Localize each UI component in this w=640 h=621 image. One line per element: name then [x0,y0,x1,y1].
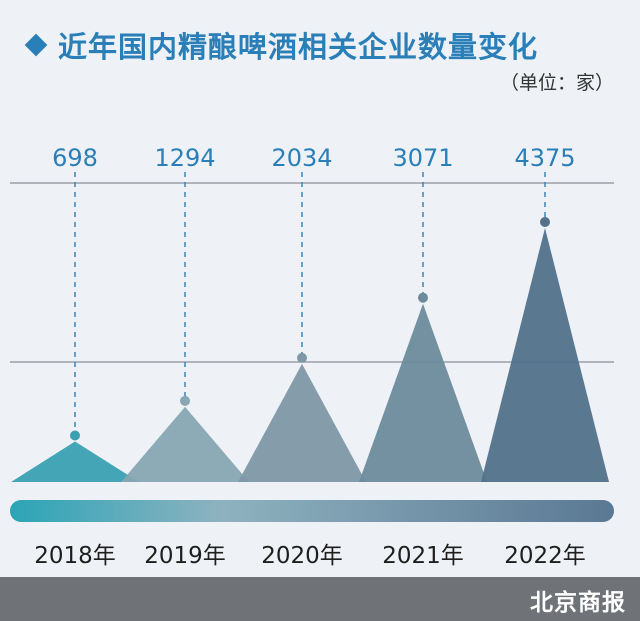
value-label: 4375 [514,144,575,172]
footer-bar: 北京商报 [0,577,640,621]
peak-dot [540,217,550,227]
data-peak [238,363,366,482]
data-peak [121,406,249,482]
category-label: 2020年 [261,543,343,569]
chart-area: 698 2018年 1294 2019年 2034 2020年 3071 2021年 4375 2… [10,144,614,569]
data-peak [481,228,609,482]
category-label: 2018年 [34,543,116,569]
data-peak [11,441,139,482]
unit-label: （单位：家） [499,72,614,94]
value-label: 2034 [271,144,332,172]
value-label: 698 [52,144,98,172]
category-label: 2019年 [144,543,226,569]
peak-dot [180,395,190,406]
value-label: 1294 [154,144,215,172]
title-block: 近年国内精酿啤酒相关企业数量变化 [24,24,539,66]
chart-title: 近年国内精酿啤酒相关企业数量变化 [58,30,539,64]
data-peak [359,303,487,482]
baseline-bar [10,500,614,522]
peak-dot [70,430,80,441]
peak-dot [418,292,428,303]
value-label: 3071 [392,144,453,172]
publisher-logo-text: 北京商报 [530,590,626,616]
category-label: 2022年 [504,543,586,569]
category-label: 2021年 [382,543,464,569]
peak-dot [297,352,307,363]
